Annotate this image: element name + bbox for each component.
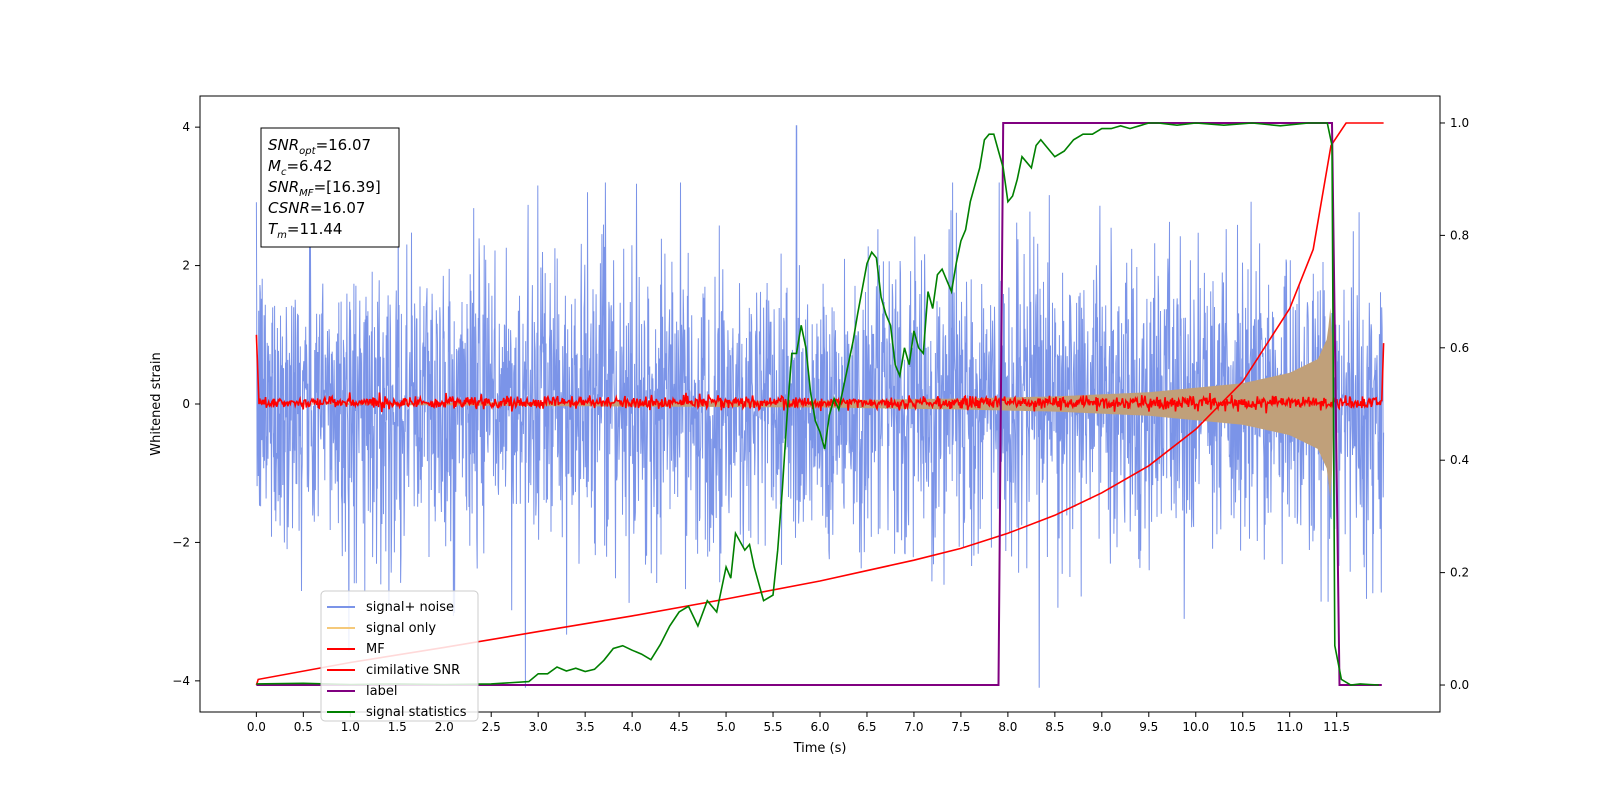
legend: signal+ noise signal only MF cimilative SNR… (320, 590, 479, 722)
series-signal-statistics-line (256, 122, 1379, 686)
x-tick-label: 3.5 (576, 720, 595, 734)
x-tick-label: 4.0 (623, 720, 642, 734)
x-tick-label: 6.5 (857, 720, 876, 734)
x-tick-label: 0.0 (247, 720, 266, 734)
x-tick-label: 6.0 (810, 720, 829, 734)
legend-label: label (366, 684, 397, 699)
y2-tick-label: 0.4 (1450, 453, 1469, 467)
legend-label: MF (366, 642, 385, 657)
x-tick-label: 4.5 (670, 720, 689, 734)
legend-label: signal statistics (366, 705, 467, 720)
info-line: SNRMF=[16.39] (268, 178, 381, 199)
info-line: Mc=6.42 (268, 157, 332, 178)
y2-tick-label: 0.0 (1450, 678, 1469, 692)
series-mf-line (255, 334, 1385, 414)
y-tick-label: −2 (172, 535, 190, 549)
legend-label: signal+ noise (366, 600, 454, 615)
x-tick-label: 8.0 (998, 720, 1017, 734)
info-line: SNRopt=16.07 (268, 136, 371, 157)
y-tick-label: 2 (182, 259, 190, 273)
y-tick-label: 0 (182, 397, 190, 411)
x-tick-label: 1.0 (341, 720, 360, 734)
legend-label: cimilative SNR (366, 663, 460, 678)
x-axis: 0.0 0.5 1.0 1.5 2.0 2.5 3.0 3.5 4.0 4.5 5.0 5.5 6.0 6… (247, 712, 1350, 734)
x-tick-label: 3.0 (529, 720, 548, 734)
x-tick-label: 10.0 (1182, 720, 1209, 734)
y2-tick-label: 0.6 (1450, 341, 1469, 355)
legend-label: signal only (366, 621, 436, 636)
x-tick-label: 9.0 (1092, 720, 1111, 734)
y-tick-label: −4 (172, 674, 190, 688)
x-tick-label: 7.0 (904, 720, 923, 734)
x-tick-label: 2.5 (482, 720, 501, 734)
info-line: CSNR=16.07 (268, 199, 365, 217)
x-tick-label: 5.0 (717, 720, 736, 734)
y-tick-label: 4 (182, 120, 190, 134)
x-tick-label: 11.5 (1323, 720, 1350, 734)
y2-tick-label: 1.0 (1450, 116, 1469, 130)
y-axis-left: −4 −2 0 2 4 (172, 120, 200, 688)
x-tick-label: 0.5 (294, 720, 313, 734)
x-tick-label: 2.0 (435, 720, 454, 734)
info-box: SNRopt=16.07Mc=6.42SNRMF=[16.39]CSNR=16.… (260, 127, 400, 248)
x-tick-label: 8.5 (1045, 720, 1064, 734)
info-line: Tm=11.44 (268, 220, 342, 241)
x-tick-label: 7.5 (951, 720, 970, 734)
x-tick-label: 11.0 (1276, 720, 1303, 734)
series-label-line (256, 122, 1382, 686)
y-axis-label: Whitened strain (149, 352, 164, 455)
y-axis-right: 0.0 0.2 0.4 0.6 0.8 1.0 (1440, 116, 1469, 692)
x-tick-label: 1.5 (388, 720, 407, 734)
x-tick-label: 10.5 (1229, 720, 1256, 734)
x-tick-label: 5.5 (763, 720, 782, 734)
x-tick-label: 9.5 (1139, 720, 1158, 734)
x-axis-label: Time (s) (793, 741, 847, 756)
y2-tick-label: 0.8 (1450, 228, 1469, 242)
y2-tick-label: 0.2 (1450, 566, 1469, 580)
